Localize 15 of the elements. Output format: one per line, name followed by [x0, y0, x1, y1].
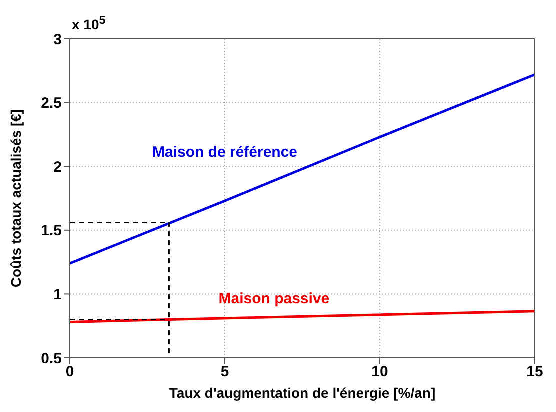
series-label: Maison de référence [152, 144, 298, 162]
y-tick-label: 2 [54, 158, 62, 176]
x-tick-label: 10 [372, 364, 388, 381]
y-tick-label: 3 [54, 31, 62, 48]
text: x 10$^{5}$ [72, 14, 106, 33]
y-tick-label: 2.5 [41, 95, 62, 112]
y-axis-title: Coûts totaux actualisés [€] [8, 109, 24, 288]
series-label: Maison passive [218, 290, 330, 308]
x-tick-label: 15 [526, 364, 544, 381]
y-tick-label: 1 [54, 286, 62, 304]
y-tick-label: 0.5 [41, 350, 62, 368]
x-axis-title: Taux d'augmentation de l'énergie [%/an] [169, 385, 436, 401]
x-tick-label: 5 [220, 364, 230, 381]
x-tick-label: 0 [66, 364, 74, 381]
y-tick-label: 1.5 [41, 222, 62, 240]
